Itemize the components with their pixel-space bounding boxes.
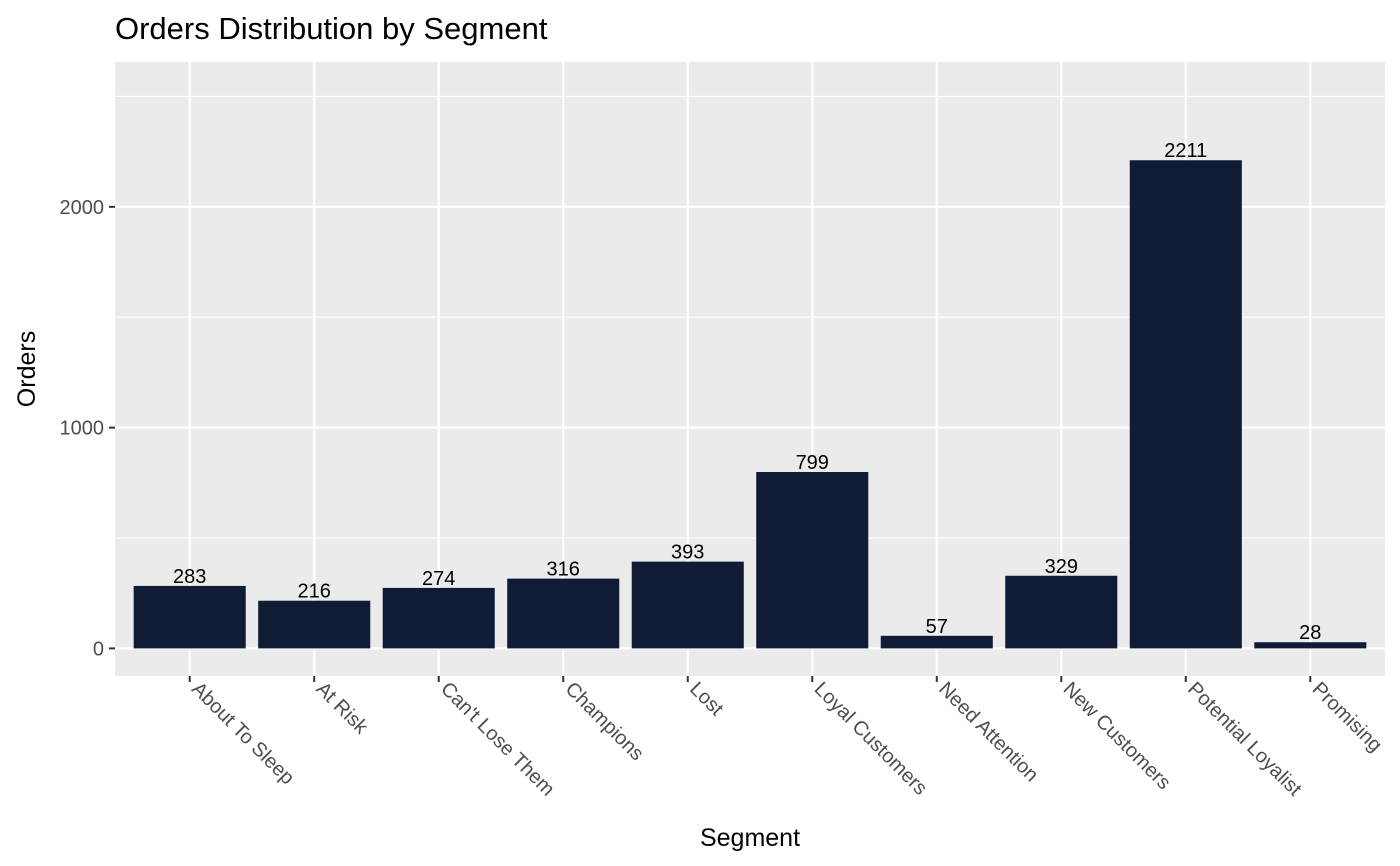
bar: [1129, 160, 1242, 649]
bar: [880, 635, 993, 649]
x-tick-label: Champions: [561, 678, 648, 765]
y-tick-label: 0: [93, 638, 104, 660]
x-tick-label: Promising: [1308, 678, 1386, 756]
data-label: 799: [796, 452, 829, 474]
bar: [756, 471, 869, 649]
bar: [258, 600, 371, 649]
bar: [1005, 575, 1118, 649]
bar: [1254, 642, 1367, 649]
y-tick-label: 1000: [60, 418, 105, 440]
x-axis-title: Segment: [700, 824, 800, 852]
bar: [133, 585, 246, 649]
y-tick-label: 2000: [60, 197, 105, 219]
data-label: 274: [422, 568, 455, 590]
data-label: 283: [173, 566, 206, 588]
bar: [507, 578, 620, 649]
data-label: 28: [1299, 622, 1321, 644]
bar: [382, 587, 495, 649]
data-label: 57: [926, 616, 948, 638]
x-tick-label: Can't Lose Them: [436, 678, 559, 801]
x-tick-label: Potential Loyalist: [1183, 678, 1306, 801]
y-axis-title: Orders: [13, 331, 41, 407]
data-label: 216: [298, 581, 331, 603]
data-label: 393: [671, 542, 704, 564]
data-labels: 283 216 274 316 393 799 57 329 2211 28: [173, 140, 1321, 644]
bars: [133, 160, 1367, 649]
bar: [631, 561, 744, 649]
data-label: 2211: [1164, 140, 1207, 162]
x-tick-label: At Risk: [312, 678, 373, 739]
x-axis: About To Sleep At Risk Can't Lose Them Cham…: [187, 676, 1386, 801]
chart-title: Orders Distribution by Segment: [115, 11, 548, 46]
x-tick-label: Loyal Customers: [810, 678, 932, 800]
y-axis: 0 1000 2000: [60, 197, 115, 660]
x-tick-label: Lost: [685, 678, 728, 721]
x-tick-label: About To Sleep: [187, 678, 298, 789]
x-tick-label: Need Attention: [934, 678, 1042, 786]
data-label: 329: [1045, 556, 1078, 578]
x-tick-label: New Customers: [1059, 678, 1175, 794]
data-label: 316: [547, 559, 580, 581]
